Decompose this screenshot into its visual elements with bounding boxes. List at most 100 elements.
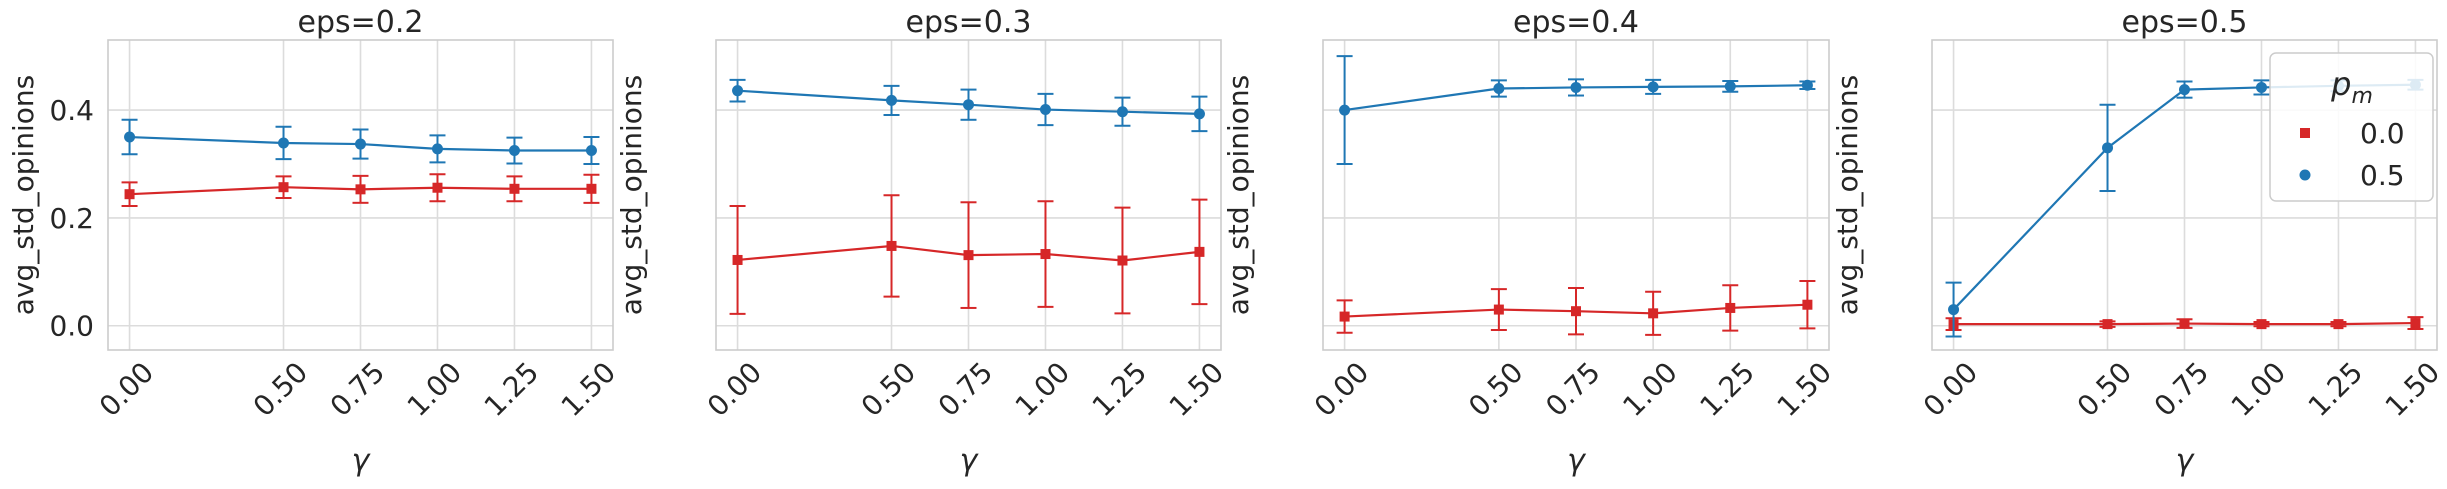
data-point [1948, 304, 1960, 316]
x-tick-label: 1.50 [1163, 356, 1230, 423]
x-tick-label: 0.50 [855, 356, 922, 423]
x-tick-label: 0.00 [1308, 356, 1375, 423]
data-point [1193, 108, 1205, 120]
x-tick-label: 1.25 [1694, 356, 1761, 423]
x-axis-label: γ [960, 443, 980, 478]
y-axis-label: avg_std_opinions [7, 75, 40, 316]
data-point [1493, 304, 1504, 315]
series-pm-0-0 [1945, 316, 2424, 332]
data-point [1801, 79, 1813, 91]
series-line [1344, 84, 1808, 112]
x-axis-label: γ [352, 443, 372, 478]
data-point [355, 138, 366, 150]
series-line [737, 244, 1200, 262]
x-axis-label: γ [2176, 443, 2196, 478]
data-point [1039, 104, 1051, 116]
data-point [1117, 255, 1128, 266]
y-axis-label: avg_std_opinions [1831, 75, 1864, 316]
data-point [963, 250, 974, 261]
series-line [1344, 303, 1808, 318]
series-pm-0-0 [729, 194, 1208, 315]
data-point [124, 131, 136, 143]
y-tick-label: 0.2 [49, 202, 94, 235]
chart-title: eps=0.5 [2122, 5, 2248, 40]
legend-label: 0.0 [2360, 117, 2405, 150]
chart-panel-1: eps=0.2 avg_std_opinions γ 0.0 0.2 0.4 0.00 0.5… [7, 5, 622, 478]
data-point [1648, 308, 1659, 319]
x-tick-label: 0.50 [247, 356, 314, 423]
data-point [2102, 319, 2113, 330]
series-line [129, 186, 592, 196]
data-point [508, 145, 520, 157]
y-tick-label: 0.0 [49, 310, 94, 343]
series-pm-0-5 [1336, 55, 1816, 165]
x-axis-label: γ [1567, 443, 1587, 478]
x-tick-label: 1.00 [1009, 356, 1076, 423]
x-tick-label: 0.50 [2071, 356, 2138, 423]
data-point [1570, 81, 1582, 93]
legend-title-subscript: m [2351, 84, 2372, 109]
data-point [1339, 311, 1350, 322]
data-point [886, 240, 897, 251]
data-point [2256, 319, 2267, 330]
plot-frame [1931, 39, 2438, 351]
x-tick-label: 1.50 [555, 356, 622, 423]
data-point [586, 183, 597, 194]
plot-frame [107, 39, 614, 351]
x-tick-label: 1.00 [401, 356, 468, 423]
series-line [1953, 321, 2416, 326]
chart-title: eps=0.4 [1513, 5, 1639, 40]
legend-marker-square [2300, 128, 2310, 138]
data-point [278, 137, 290, 149]
x-tick-label: 1.25 [478, 356, 545, 423]
series-line [737, 89, 1200, 115]
series-pm-0-0 [121, 173, 600, 208]
data-point [1571, 306, 1581, 317]
x-tick-label: 1.50 [2379, 356, 2446, 423]
x-tick-label: 0.00 [701, 356, 768, 423]
x-tick-label: 1.00 [1616, 356, 1683, 423]
x-tick-label: 1.25 [1086, 356, 1153, 423]
legend-marker-circle [2299, 169, 2311, 181]
x-tick-label: 0.50 [1462, 356, 1529, 423]
data-point [1493, 83, 1505, 95]
data-point [278, 182, 289, 193]
legend-title: pm [2330, 65, 2373, 109]
data-point [2255, 81, 2267, 93]
y-axis-label: avg_std_opinions [615, 75, 648, 316]
data-point [2179, 84, 2190, 96]
data-point [1802, 299, 1813, 310]
data-point [355, 184, 366, 195]
data-point [963, 99, 974, 111]
data-point [886, 94, 898, 106]
legend-frame [2269, 52, 2434, 202]
chart-panel-2: eps=0.3 avg_std_opinions γ 0.00 0.50 0.75 1.00… [615, 5, 1230, 478]
x-tick-label: 0.75 [324, 356, 391, 423]
data-point [1116, 106, 1128, 118]
x-tick-label: 1.25 [2302, 356, 2369, 423]
legend-label: 0.5 [2360, 159, 2405, 192]
data-point [124, 189, 135, 200]
series-pm-0-5 [121, 118, 600, 165]
series-line [129, 135, 592, 152]
data-point [2102, 142, 2114, 154]
y-tick-label: 0.4 [49, 94, 94, 127]
legend: pm 0.0 0.5 [2269, 52, 2434, 202]
x-tick-label: 0.00 [1917, 356, 1984, 423]
data-point [2179, 318, 2190, 329]
x-tick-label: 0.75 [1539, 356, 1606, 423]
chart-panel-3: eps=0.4 avg_std_opinions γ 0.00 0.50 0.75 1.00… [1222, 5, 1838, 478]
data-point [1194, 246, 1205, 257]
data-point [509, 183, 520, 194]
x-tick-label: 0.75 [2148, 356, 2215, 423]
data-point [432, 182, 443, 193]
series-pm-0-0 [1336, 279, 1816, 336]
legend-title-main: p [2330, 65, 2351, 103]
data-point [431, 143, 443, 155]
x-tick-label: 1.00 [2225, 356, 2292, 423]
plot-frame [1322, 39, 1830, 351]
x-tick-label: 0.00 [93, 356, 160, 423]
data-point [1040, 249, 1051, 260]
x-tick-label: 1.50 [1771, 356, 1838, 423]
